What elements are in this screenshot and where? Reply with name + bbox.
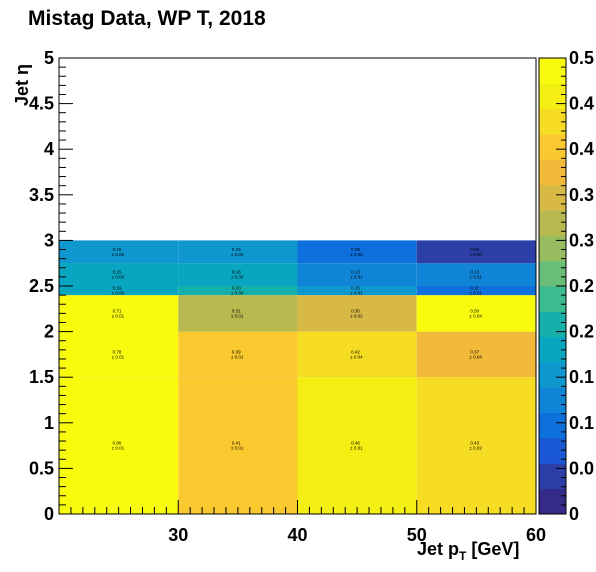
color-scale-label: 0.2 bbox=[569, 276, 594, 296]
cell-error-label: ± 0.01 bbox=[350, 291, 363, 296]
color-scale-label: 0 bbox=[569, 504, 579, 524]
color-scale-segment bbox=[539, 134, 566, 160]
cell-error-label: ± 0.01 bbox=[350, 446, 363, 451]
color-scale-segment bbox=[539, 311, 566, 337]
y-tick-label: 1 bbox=[44, 413, 54, 433]
cell-error-label: ± 0.00 bbox=[112, 291, 125, 296]
color-scale-segment bbox=[539, 413, 566, 439]
y-tick-label: 3.5 bbox=[29, 185, 54, 205]
color-scale-label: 0.3 bbox=[569, 185, 594, 205]
cell-error-label: ± 0.04 bbox=[469, 354, 482, 359]
color-scale-label: 0.0 bbox=[569, 458, 594, 478]
cell-error-label: ± 0.01 bbox=[350, 275, 363, 280]
color-scale-label: 0.4 bbox=[569, 94, 594, 114]
cell-error-label: ± 0.02 bbox=[469, 446, 482, 451]
color-scale-segment bbox=[539, 83, 566, 109]
color-scale-segment bbox=[539, 286, 566, 312]
x-tick-label: 60 bbox=[526, 525, 546, 545]
x-axis-label-unit: [GeV] bbox=[466, 539, 519, 559]
x-axis-label-main: Jet p bbox=[417, 539, 459, 559]
y-axis-label: Jet η bbox=[12, 64, 32, 106]
cell-error-label: ± 0.01 bbox=[112, 354, 125, 359]
cell-error-label: ± 0.00 bbox=[112, 252, 125, 257]
color-scale-segment bbox=[539, 489, 566, 515]
x-tick-label: 30 bbox=[168, 525, 188, 545]
color-scale-label: 0.1 bbox=[569, 367, 594, 387]
y-tick-label: 0.5 bbox=[29, 458, 54, 478]
cell-error-label: ± 0.04 bbox=[350, 354, 363, 359]
color-scale-segment bbox=[539, 159, 566, 185]
color-scale-segment bbox=[539, 261, 566, 287]
y-tick-label: 3 bbox=[44, 230, 54, 250]
y-tick-label: 4.5 bbox=[29, 94, 54, 114]
color-scale-label: 0.3 bbox=[569, 230, 594, 250]
cell-error-label: ± 0.00 bbox=[112, 275, 125, 280]
cell-error-label: ± 0.00 bbox=[231, 291, 244, 296]
cell-error-label: ± 0.01 bbox=[231, 313, 244, 318]
y-tick-label: 2.5 bbox=[29, 276, 54, 296]
color-scale-label: 0.4 bbox=[569, 139, 594, 159]
cell-error-label: ± 0.00 bbox=[469, 252, 482, 257]
y-tick-label: 0 bbox=[44, 504, 54, 524]
color-scale: 0 0.0 0.1 0.1 0.2 0.2 0.3 0.3 0.4 0.4 0.5 bbox=[539, 48, 594, 524]
cell-error-label: ± 0.00 bbox=[350, 252, 363, 257]
cell-error-label: ± 0.00 bbox=[231, 275, 244, 280]
heatmap-cells bbox=[59, 240, 536, 514]
y-tick-label: 4 bbox=[44, 139, 54, 159]
color-scale-segment bbox=[539, 387, 566, 413]
chart-title: Mistag Data, WP T, 2018 bbox=[28, 7, 266, 30]
color-scale-segment bbox=[539, 235, 566, 261]
cell-error-label: ± 0.02 bbox=[350, 313, 363, 318]
cell-error-label: ± 0.01 bbox=[469, 291, 482, 296]
color-scale-label: 0.2 bbox=[569, 322, 594, 342]
cell-error-label: ± 0.01 bbox=[112, 313, 125, 318]
color-scale-segment bbox=[539, 463, 566, 489]
x-axis-label: Jet pT [GeV] bbox=[417, 539, 519, 563]
color-scale-segment bbox=[539, 210, 566, 236]
cell-error-label: ± 0.01 bbox=[469, 275, 482, 280]
y-tick-label: 1.5 bbox=[29, 367, 54, 387]
color-scale-segment bbox=[539, 185, 566, 211]
cell-error-label: ± 0.01 bbox=[231, 446, 244, 451]
color-scale-segment bbox=[539, 362, 566, 388]
cell-error-label: ± 0.04 bbox=[469, 313, 482, 318]
color-scale-label: 0.1 bbox=[569, 413, 594, 433]
cell-error-label: ± 0.00 bbox=[231, 252, 244, 257]
color-scale-segment bbox=[539, 58, 566, 84]
y-tick-label: 2 bbox=[44, 322, 54, 342]
x-tick-label: 40 bbox=[287, 525, 307, 545]
y-tick-label: 5 bbox=[44, 48, 54, 68]
color-scale-segment bbox=[539, 438, 566, 464]
cell-error-label: ± 0.01 bbox=[231, 354, 244, 359]
cell-error-label: ± 0.01 bbox=[112, 446, 125, 451]
color-scale-label: 0.5 bbox=[569, 48, 594, 68]
